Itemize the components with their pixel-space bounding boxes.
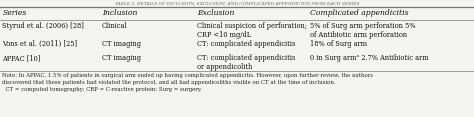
Text: Complicated appendicitis: Complicated appendicitis: [310, 9, 409, 17]
Text: Exclusion: Exclusion: [197, 9, 234, 17]
Text: 5% of Surg arm perforation 5%
of Antibiotic arm perforation: 5% of Surg arm perforation 5% of Antibio…: [310, 22, 416, 39]
Text: 18% of Surg arm: 18% of Surg arm: [310, 40, 368, 48]
Text: CT imaging: CT imaging: [102, 54, 141, 62]
Text: Vons et al. (2011) [25]: Vons et al. (2011) [25]: [2, 40, 77, 48]
Text: 0 in Surg armᵃ 2.7% Antibiotic arm: 0 in Surg armᵃ 2.7% Antibiotic arm: [310, 54, 429, 62]
Text: Clinical: Clinical: [102, 22, 128, 30]
Text: CT imaging: CT imaging: [102, 40, 141, 48]
Text: APPAC [10]: APPAC [10]: [2, 54, 41, 62]
Text: CT: complicated appendicitis: CT: complicated appendicitis: [197, 40, 295, 48]
Text: Styrud et al. (2006) [28]: Styrud et al. (2006) [28]: [2, 22, 84, 30]
Text: Clinical suspicion of perforation;
CRP <10 mg/dL: Clinical suspicion of perforation; CRP <…: [197, 22, 307, 39]
Text: Series: Series: [2, 9, 27, 17]
Text: Note: In APPAC, 1.5% of patients in surgical arm ended up having complicated app: Note: In APPAC, 1.5% of patients in surg…: [2, 73, 374, 92]
Text: CT: complicated appendicitis
or appendicolith: CT: complicated appendicitis or appendic…: [197, 54, 295, 71]
Text: Inclusion: Inclusion: [102, 9, 137, 17]
Text: TABLE 2. DETAILS OF INCLUSION, EXCLUSION, AND COMPLICATED APPENDICITIS FROM EACH: TABLE 2. DETAILS OF INCLUSION, EXCLUSION…: [115, 1, 359, 5]
